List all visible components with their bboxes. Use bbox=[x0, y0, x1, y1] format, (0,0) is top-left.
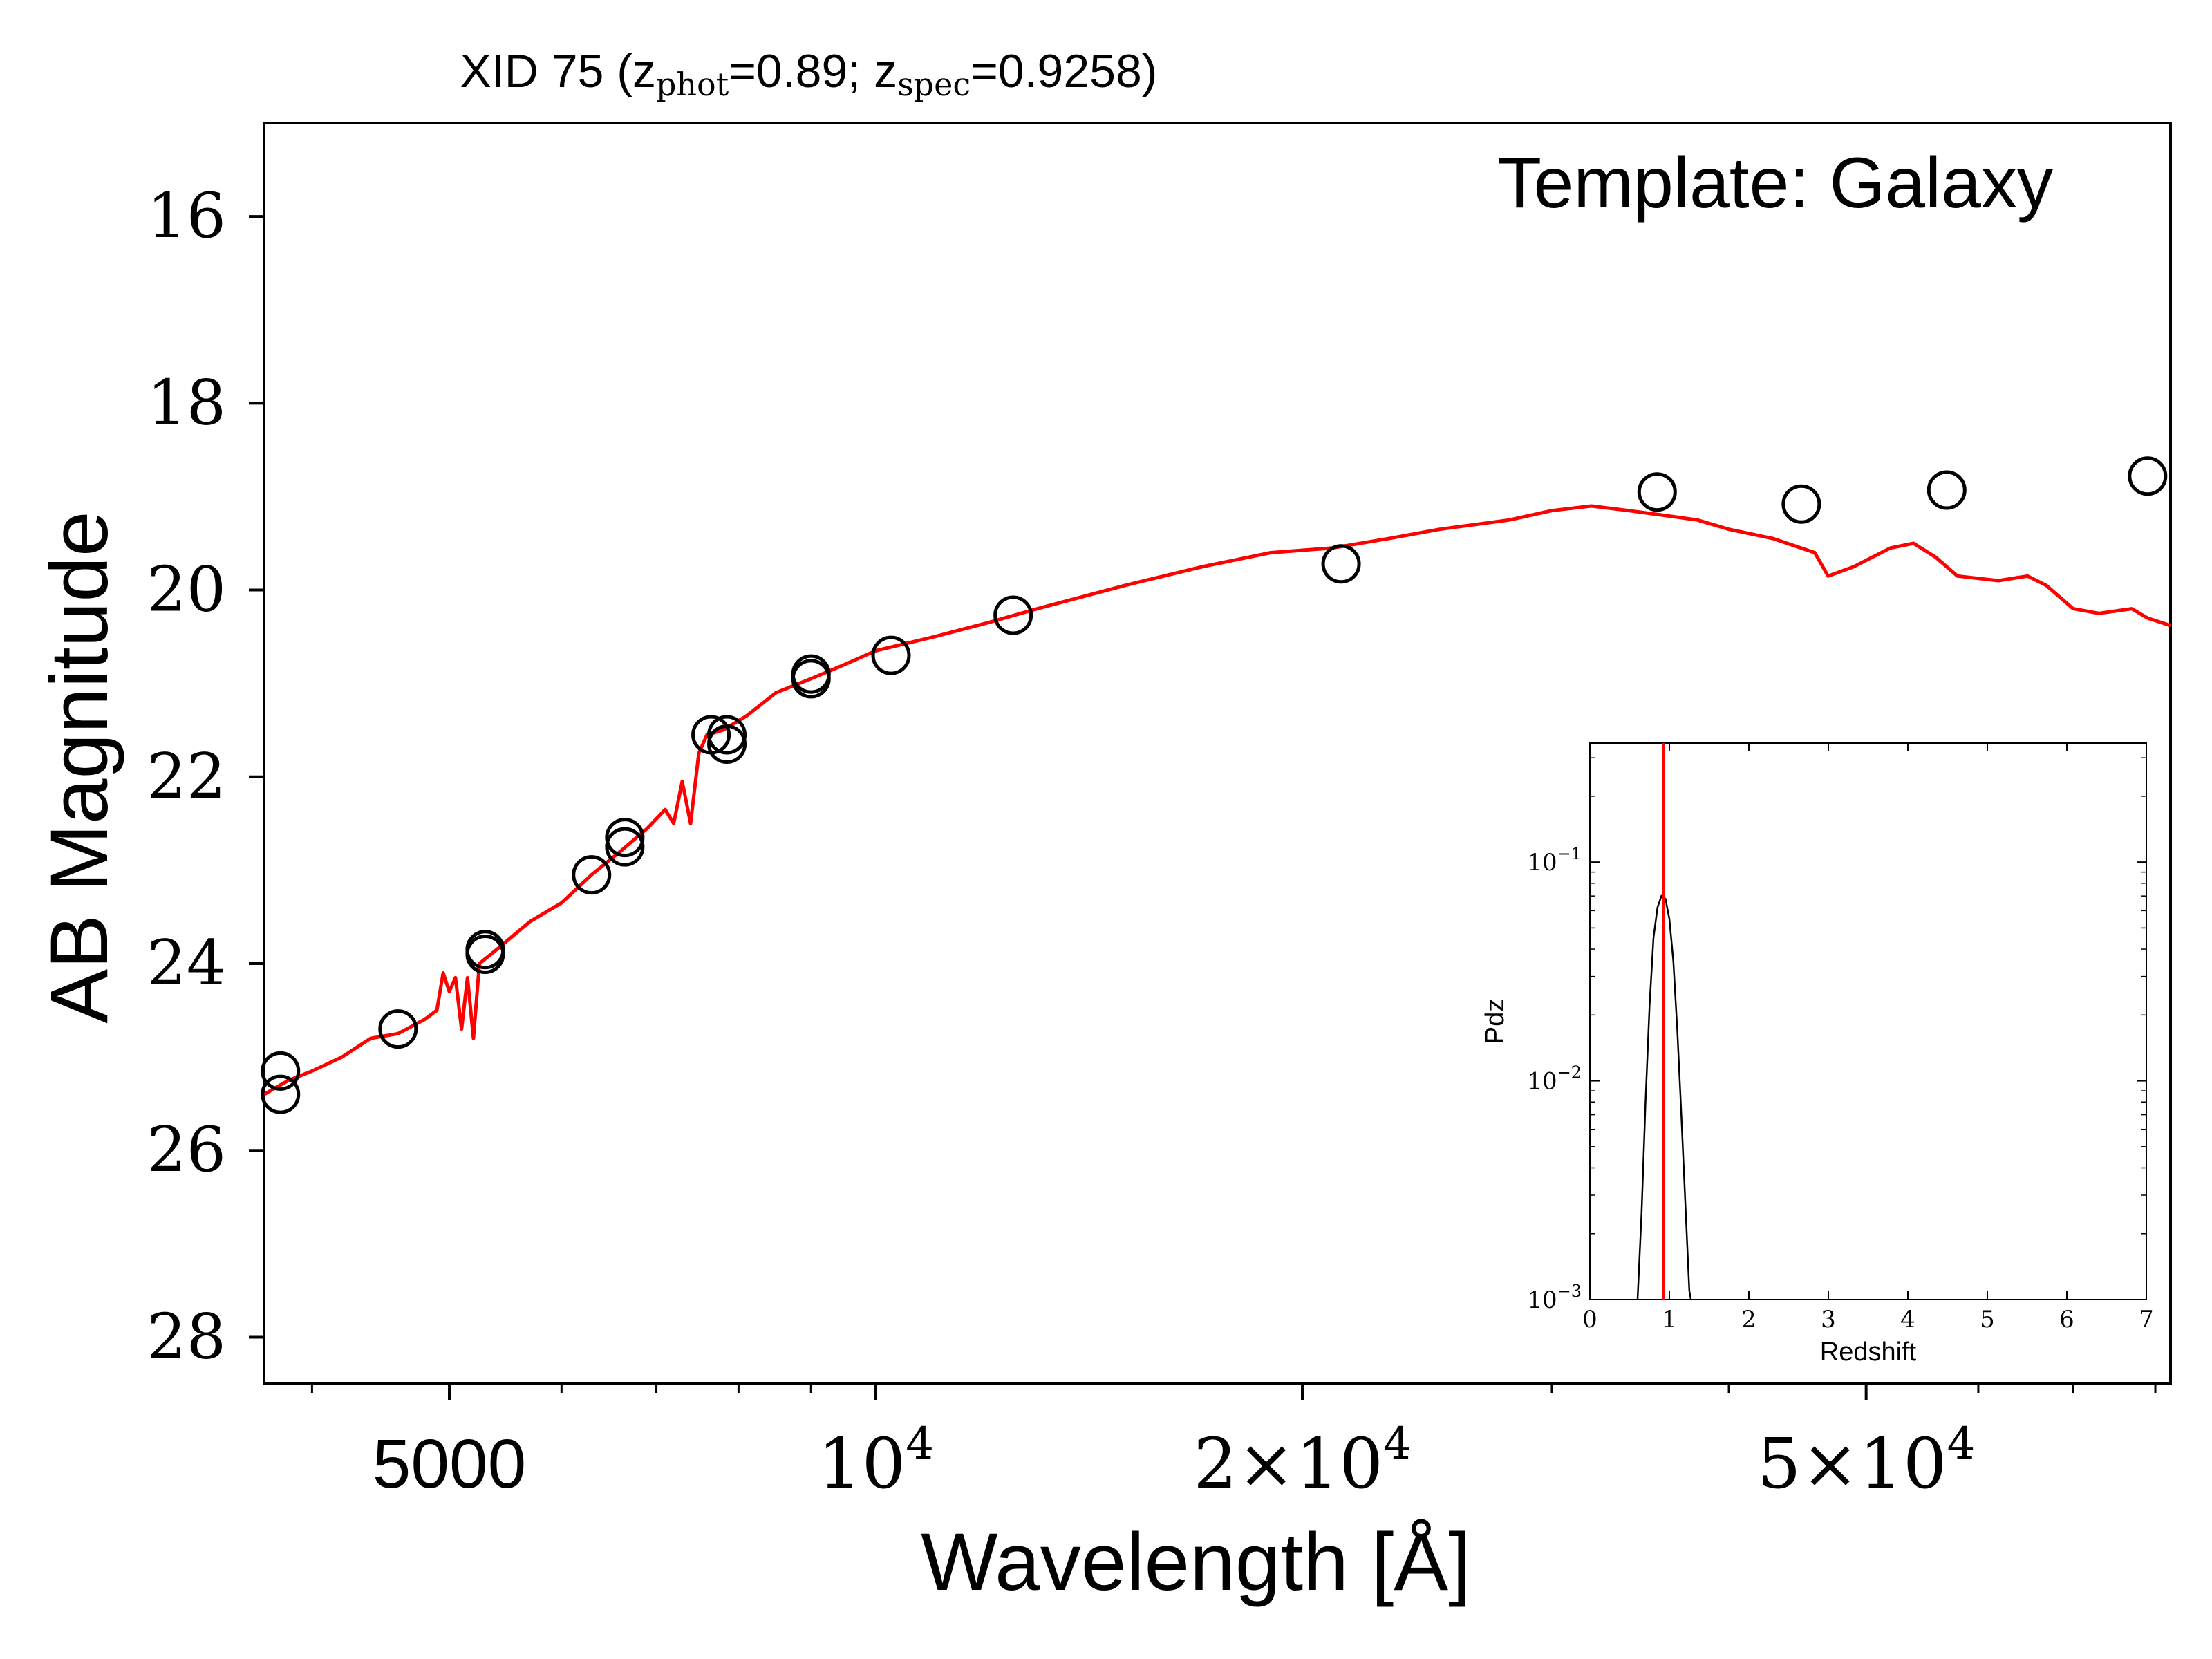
y-tick-label: 18 bbox=[147, 366, 226, 439]
photometry-point bbox=[261, 1051, 301, 1091]
photometry-point bbox=[707, 715, 747, 755]
photometry-point bbox=[605, 818, 645, 858]
photometry-point bbox=[572, 855, 612, 895]
photometry-point bbox=[993, 595, 1033, 635]
x-tick-label: 5×104 bbox=[1757, 1418, 1975, 1504]
inset-x-axis-label: Redshift bbox=[1820, 1338, 1917, 1367]
inset-x-tick-label: 2 bbox=[1741, 1306, 1756, 1333]
photometry-point bbox=[707, 724, 747, 764]
inset-x-tick-label: 5 bbox=[1980, 1306, 1995, 1333]
main-plot-area bbox=[261, 456, 2171, 1114]
photometry-point bbox=[871, 635, 911, 675]
inset-x-tick-label: 1 bbox=[1662, 1306, 1677, 1333]
inset-y-tick-label: 10−2 bbox=[1527, 1063, 1582, 1096]
template-sed-line bbox=[264, 504, 2171, 1096]
x-tick-label: 2×104 bbox=[1193, 1418, 1411, 1504]
photometry-point bbox=[605, 827, 645, 867]
inset-x-tick-label: 7 bbox=[2139, 1306, 2154, 1333]
inset-frame bbox=[1589, 742, 2147, 1300]
inset-y-axis-label: Pdz bbox=[1481, 999, 1510, 1044]
inset-x-tick-label: 3 bbox=[1821, 1306, 1836, 1333]
inset-pdz-curve bbox=[1636, 894, 1692, 1300]
photometry-point bbox=[465, 934, 505, 974]
inset-x-tick-label: 6 bbox=[2059, 1306, 2074, 1333]
photometry-point bbox=[2128, 456, 2168, 496]
x-tick-label: 5000 bbox=[373, 1425, 526, 1503]
y-tick-label: 22 bbox=[147, 740, 226, 813]
photometry-point bbox=[1781, 484, 1821, 524]
inset-y-tick-label: 10−1 bbox=[1527, 844, 1582, 877]
inset-background bbox=[1469, 719, 2168, 1382]
photometry-point bbox=[378, 1009, 418, 1049]
photometry-point bbox=[791, 659, 831, 699]
main-plot-frame bbox=[263, 122, 2172, 1385]
y-tick-label: 20 bbox=[147, 554, 226, 626]
x-tick-label: 104 bbox=[818, 1418, 934, 1504]
x-axis-label: Wavelength [Å] bbox=[921, 1517, 1471, 1608]
y-tick-label: 16 bbox=[147, 180, 226, 252]
chart-title: XID 75 (zphot=0.89; zspec=0.9258) bbox=[460, 45, 1158, 103]
inset-y-tick-label: 10−3 bbox=[1527, 1282, 1582, 1314]
y-tick-label: 28 bbox=[147, 1300, 226, 1373]
inset-x-tick-label: 0 bbox=[1582, 1306, 1597, 1333]
inset-pdz-panel: 0 1 2 3 4 5 6 7 10−1 10−2 10−3 Redshift Pdz bbox=[1469, 719, 2168, 1382]
photometry-point bbox=[261, 1074, 301, 1114]
y-tick-label: 26 bbox=[147, 1114, 226, 1186]
y-tick-label: 24 bbox=[147, 927, 226, 1000]
inset-x-tick-label: 4 bbox=[1900, 1306, 1915, 1333]
photometry-point bbox=[1927, 470, 1967, 510]
y-axis-label: AB Magnitude bbox=[34, 511, 125, 1023]
template-annotation: Template: Galaxy bbox=[1498, 143, 2053, 223]
photometry-point bbox=[1637, 472, 1677, 512]
photometry-point bbox=[1321, 544, 1361, 584]
